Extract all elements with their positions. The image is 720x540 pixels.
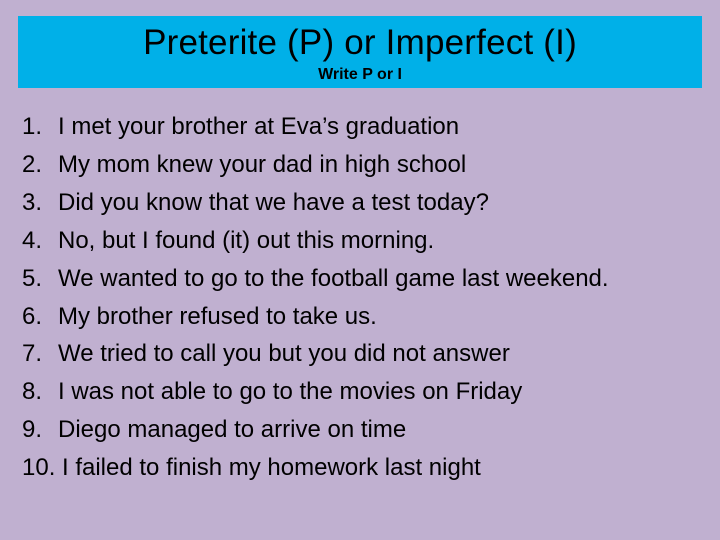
list-number: 10.	[22, 449, 62, 487]
list-text: I met your brother at Eva’s graduation	[58, 108, 702, 146]
list-text: My brother refused to take us.	[58, 298, 702, 336]
sentence-list: 1. I met your brother at Eva’s graduatio…	[18, 108, 702, 487]
list-number: 9.	[22, 411, 58, 449]
list-item: 3. Did you know that we have a test toda…	[22, 184, 702, 222]
list-number: 3.	[22, 184, 58, 222]
list-item: 8. I was not able to go to the movies on…	[22, 373, 702, 411]
list-number: 5.	[22, 260, 58, 298]
list-item: 10. I failed to finish my homework last …	[22, 449, 702, 487]
list-text: No, but I found (it) out this morning.	[58, 222, 702, 260]
title-banner: Preterite (P) or Imperfect (I) Write P o…	[18, 16, 702, 88]
list-number: 4.	[22, 222, 58, 260]
list-text: My mom knew your dad in high school	[58, 146, 702, 184]
list-item: 7. We tried to call you but you did not …	[22, 335, 702, 373]
list-text: Did you know that we have a test today?	[58, 184, 702, 222]
list-number: 2.	[22, 146, 58, 184]
list-number: 6.	[22, 298, 58, 336]
list-item: 6. My brother refused to take us.	[22, 298, 702, 336]
slide-title: Preterite (P) or Imperfect (I)	[28, 22, 692, 64]
list-number: 7.	[22, 335, 58, 373]
list-text: I was not able to go to the movies on Fr…	[58, 373, 702, 411]
list-item: 9. Diego managed to arrive on time	[22, 411, 702, 449]
list-number: 8.	[22, 373, 58, 411]
list-text: We wanted to go to the football game las…	[58, 260, 702, 298]
list-text: Diego managed to arrive on time	[58, 411, 702, 449]
list-item: 5. We wanted to go to the football game …	[22, 260, 702, 298]
list-number: 1.	[22, 108, 58, 146]
slide-subtitle: Write P or I	[28, 66, 692, 84]
list-item: 1. I met your brother at Eva’s graduatio…	[22, 108, 702, 146]
list-item: 4. No, but I found (it) out this morning…	[22, 222, 702, 260]
list-item: 2. My mom knew your dad in high school	[22, 146, 702, 184]
list-text: We tried to call you but you did not ans…	[58, 335, 702, 373]
list-text: I failed to finish my homework last nigh…	[62, 449, 702, 487]
